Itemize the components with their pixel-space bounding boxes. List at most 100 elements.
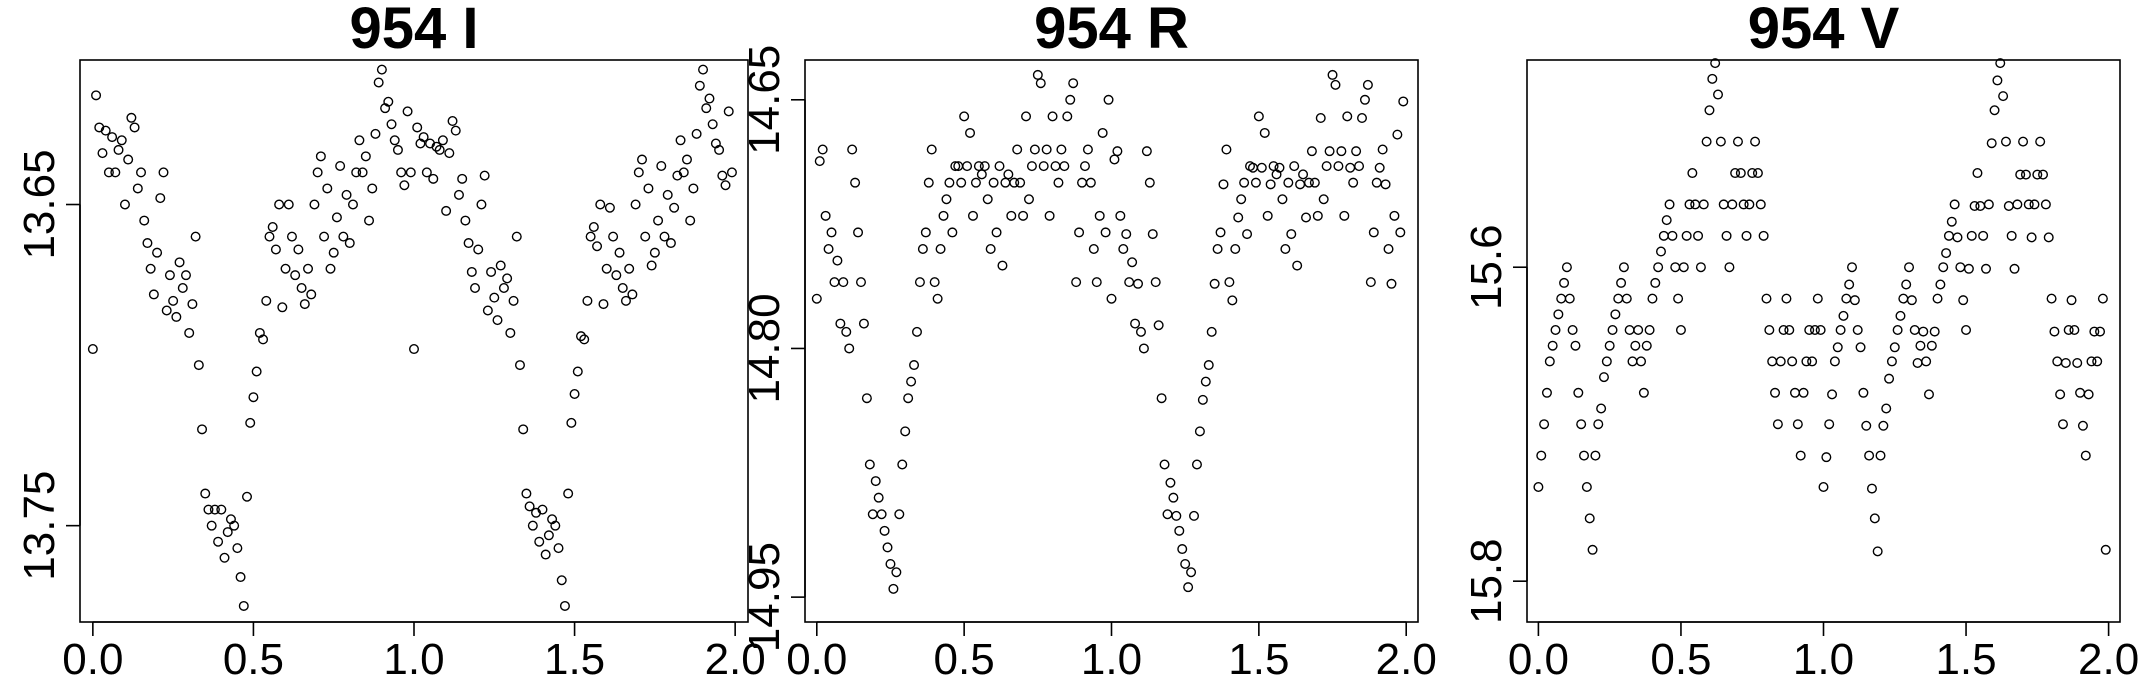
data-point [592, 241, 603, 252]
data-point [1926, 340, 1937, 351]
data-point [258, 334, 269, 345]
data-point [1224, 277, 1235, 288]
data-point [2066, 295, 2077, 306]
data-point [714, 144, 725, 155]
data-point [941, 194, 952, 205]
data-point [2080, 450, 2091, 461]
data-point [1869, 513, 1880, 524]
data-point [1866, 483, 1877, 494]
data-point [428, 173, 439, 184]
data-point [1277, 194, 1288, 205]
data-point [566, 417, 577, 428]
x-tick-label: 1.5 [1228, 635, 1289, 675]
data-point [1923, 389, 1934, 400]
data-point [979, 161, 990, 172]
chart-title: 954 V [1748, 0, 1900, 61]
data-point [248, 392, 259, 403]
data-point [293, 244, 304, 255]
data-point [1718, 199, 1729, 210]
data-point [891, 567, 902, 578]
data-point [1764, 325, 1775, 336]
x-tick-label: 0.0 [1508, 635, 1569, 675]
data-point [665, 238, 676, 249]
data-point [1265, 179, 1276, 190]
data-point [347, 199, 358, 210]
data-point [1858, 387, 1869, 398]
data-point [1544, 356, 1555, 367]
data-point [646, 260, 657, 271]
data-point [1183, 582, 1194, 593]
data-point [1009, 177, 1020, 188]
y-tick-label: 14.80 [740, 293, 789, 403]
data-point [1236, 194, 1247, 205]
data-point [588, 221, 599, 232]
data-point [1247, 162, 1258, 173]
x-tick-label: 1.5 [544, 635, 605, 675]
data-point [991, 227, 1002, 238]
data-point [1536, 450, 1547, 461]
data-point [1986, 138, 1997, 149]
data-point [1821, 452, 1832, 463]
data-point [209, 504, 220, 515]
x-tick-label: 0.0 [62, 635, 123, 675]
data-point [1280, 243, 1291, 254]
data-point [1327, 69, 1338, 80]
panel-954-i: 954 I 0.0 0.5 1.0 1.5 2.0 13.65 13.75 [15, 0, 766, 675]
data-point [611, 270, 622, 281]
data-point [1006, 210, 1017, 221]
data-point [855, 277, 866, 288]
data-point [180, 270, 191, 281]
data-point [1085, 177, 1096, 188]
data-point [132, 183, 143, 194]
data-point [1633, 325, 1644, 336]
data-point [1949, 199, 1960, 210]
data-point [376, 64, 387, 75]
data-point [1618, 262, 1629, 273]
data-point [1138, 343, 1149, 354]
data-point [1339, 210, 1350, 221]
data-point [1242, 229, 1253, 240]
data-point [841, 326, 852, 337]
data-point [1804, 325, 1815, 336]
data-point [873, 492, 884, 503]
data-point [1938, 262, 1949, 273]
data-point [1318, 194, 1329, 205]
data-point [1658, 230, 1669, 241]
data-point [1681, 230, 1692, 241]
data-point [1357, 113, 1368, 124]
data-point [2035, 136, 2046, 147]
data-point [1613, 293, 1624, 304]
data-point [1698, 199, 1709, 210]
data-point [1624, 325, 1635, 336]
data-point [694, 80, 705, 91]
data-point [367, 183, 378, 194]
data-point [938, 210, 949, 221]
data-point [283, 199, 294, 210]
data-point [947, 227, 958, 238]
data-point [935, 243, 946, 254]
data-point [2006, 230, 2017, 241]
data-point [2063, 325, 2074, 336]
data-point [1878, 420, 1889, 431]
data-point [1684, 199, 1695, 210]
data-point [1715, 136, 1726, 147]
data-point [489, 292, 500, 303]
data-point [1567, 325, 1578, 336]
data-point [264, 231, 275, 242]
data-point [1112, 146, 1123, 157]
data-point [2089, 326, 2100, 337]
data-point [399, 180, 410, 191]
data-point [315, 151, 326, 162]
data-point [1221, 144, 1232, 155]
data-point [1218, 179, 1229, 190]
data-point [1824, 419, 1835, 430]
data-point [1289, 161, 1300, 172]
data-point [630, 199, 641, 210]
data-point [518, 424, 529, 435]
data-point [177, 283, 188, 294]
data-point [1576, 419, 1587, 430]
data-point [222, 527, 233, 538]
data-point [447, 116, 458, 127]
data-point [1650, 277, 1661, 288]
data-point [1150, 277, 1161, 288]
